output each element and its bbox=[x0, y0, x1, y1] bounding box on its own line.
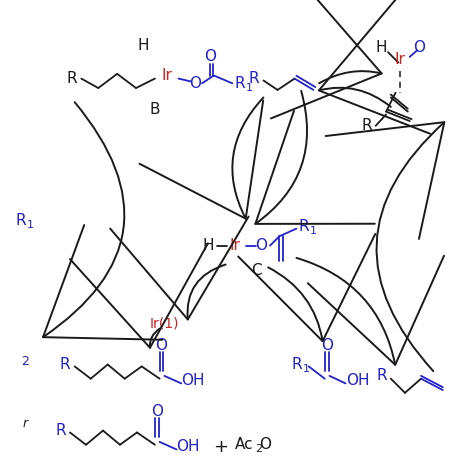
Text: O: O bbox=[320, 338, 333, 353]
Text: R: R bbox=[16, 213, 26, 228]
Text: 2: 2 bbox=[255, 445, 262, 455]
Text: O: O bbox=[190, 76, 201, 91]
Text: 1: 1 bbox=[302, 364, 310, 374]
Text: C: C bbox=[252, 263, 262, 278]
Text: 2: 2 bbox=[21, 355, 28, 368]
Text: R: R bbox=[291, 357, 302, 372]
Text: R: R bbox=[376, 368, 387, 383]
Text: H: H bbox=[375, 40, 387, 55]
Text: Ir(1): Ir(1) bbox=[150, 317, 179, 331]
Text: R: R bbox=[66, 71, 77, 86]
Text: 1: 1 bbox=[27, 220, 34, 230]
Text: R: R bbox=[299, 219, 310, 234]
Text: 1: 1 bbox=[310, 227, 317, 237]
Text: Ir: Ir bbox=[395, 52, 406, 67]
Text: R: R bbox=[249, 71, 259, 86]
Text: OH: OH bbox=[346, 373, 370, 388]
Text: O: O bbox=[151, 404, 163, 419]
Text: R: R bbox=[362, 118, 373, 133]
Text: OH: OH bbox=[176, 439, 200, 454]
Text: R: R bbox=[235, 76, 245, 91]
Text: R: R bbox=[55, 423, 66, 438]
Text: B: B bbox=[150, 102, 160, 117]
Text: OH: OH bbox=[181, 373, 204, 388]
Text: O: O bbox=[259, 437, 271, 452]
Text: 1: 1 bbox=[246, 83, 253, 93]
Text: +: + bbox=[213, 438, 228, 456]
Text: O: O bbox=[413, 40, 425, 55]
Text: H: H bbox=[138, 38, 149, 53]
Text: R: R bbox=[60, 357, 71, 372]
Text: O: O bbox=[204, 49, 216, 64]
Text: O: O bbox=[255, 238, 267, 253]
Text: Ir: Ir bbox=[230, 238, 240, 253]
Text: r: r bbox=[22, 417, 27, 429]
Text: Ac: Ac bbox=[235, 437, 254, 452]
Text: O: O bbox=[155, 338, 167, 353]
Text: H: H bbox=[203, 238, 214, 253]
Text: Ir: Ir bbox=[162, 68, 173, 83]
